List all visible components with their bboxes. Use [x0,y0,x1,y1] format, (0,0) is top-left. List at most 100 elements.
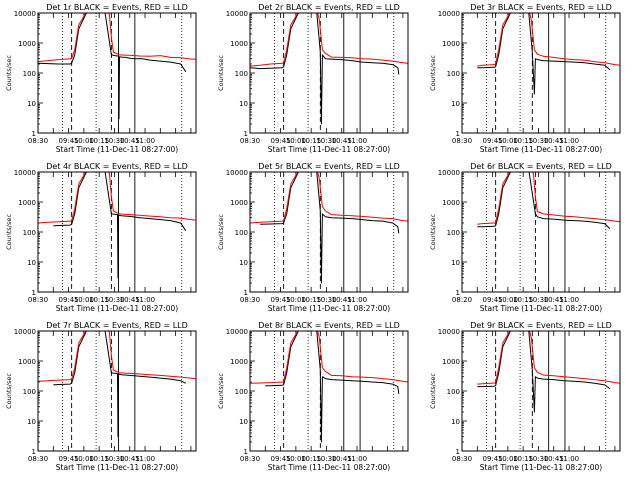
y-tick-label: 10 [239,100,248,108]
y-tick-label: 1 [456,289,460,297]
x-tick-label: 10:45 [120,137,140,145]
y-tick-label: 100 [235,229,248,237]
panel-title: Det 1r BLACK = Events, RED = LLD [46,3,188,12]
y-tick-label: 10 [239,259,248,267]
y-tick-label: 100 [23,70,36,78]
y-tick-label: 10 [27,259,36,267]
detector-panel: 1 10 100 1000 10000 08:30 09:4510:0010:1510:30… [5,321,197,472]
x-tick-label: 10:30 [104,296,124,304]
plot-frame [37,171,197,293]
x-tick-label: 11:00 [347,137,367,145]
y-tick-label: 100 [447,229,460,237]
events-series-line [250,13,400,125]
plot-frame [461,12,621,134]
lld-series-line [250,331,408,384]
panel-title: Det 9r BLACK = Events, RED = LLD [470,321,612,330]
y-tick-label: 10 [27,418,36,426]
detector-panel: 1 10 100 1000 10000 08:30 09:4510:0010:1510:30… [5,162,197,313]
lld-series-line [250,172,408,224]
y-tick-label: 10000 [438,169,460,177]
y-tick-label: 1000 [230,40,248,48]
y-tick-label: 10 [27,100,36,108]
x-tick-label: 10:00 [286,137,306,145]
y-axis-label: Counts/sec [5,55,13,91]
detector-panel: 1 10 100 1000 10000 08:30 09:4510:0010:1510:30… [429,321,621,472]
x-tick-label: 10:30 [316,296,336,304]
x-tick-label: 10:00 [286,296,306,304]
lld-series-line [38,13,196,63]
x-tick-label: 09:45 [270,455,290,463]
plot-frame [249,171,409,293]
y-tick-label: 100 [235,388,248,396]
detector-panel: 1 10 100 1000 10000 08:30 09:4510:0010:1510:30… [217,3,409,154]
x-tick-label: 11:00 [559,137,579,145]
x-axis-label: Start Time (11-Dec-11 08:27:00) [56,463,178,472]
events-series-line [38,13,187,120]
x-tick-label: 11:00 [347,296,367,304]
y-tick-label: 10000 [14,10,36,18]
x-tick-label: 10:00 [74,137,94,145]
x-tick-label: 10:45 [120,296,140,304]
x-tick-label: 10:15 [513,296,533,304]
x-tick-label: 11:00 [135,296,155,304]
detector-panel: 1 10 100 1000 10000 08:30 09:4510:0010:1510:30… [217,162,409,313]
events-series-line [477,172,611,229]
x-tick-label: 10:00 [498,455,518,463]
y-tick-label: 1 [456,448,460,456]
y-tick-label: 1 [244,289,248,297]
x-tick-label: 10:00 [74,296,94,304]
y-tick-label: 1000 [18,199,36,207]
events-series-line [260,172,400,284]
x-tick-label: 10:30 [528,137,548,145]
y-tick-label: 1 [32,448,36,456]
y-tick-label: 1000 [230,358,248,366]
x-tick-label: 10:45 [544,296,564,304]
y-tick-label: 1000 [442,199,460,207]
y-axis-label: Counts/sec [5,373,13,409]
x-tick-label: 09:45 [58,137,78,145]
y-tick-label: 1 [244,130,248,138]
x-tick-label: 10:45 [544,455,564,463]
y-tick-label: 10 [451,259,460,267]
plot-frame [249,330,409,452]
x-axis-label: Start Time (11-Dec-11 08:27:00) [480,304,602,313]
x-tick-label: 08:30 [28,455,48,463]
y-tick-label: 100 [447,70,460,78]
y-tick-label: 10000 [14,169,36,177]
x-axis-label: Start Time (11-Dec-11 08:27:00) [56,304,178,313]
x-axis-label: Start Time (11-Dec-11 08:27:00) [56,145,178,154]
x-tick-label: 10:15 [513,455,533,463]
x-tick-label: 10:15 [89,296,109,304]
x-tick-label: 10:15 [301,455,321,463]
x-axis-label: Start Time (11-Dec-11 08:27:00) [480,145,602,154]
x-tick-label: 10:00 [286,455,306,463]
panel-title: Det 2r BLACK = Events, RED = LLD [258,3,400,12]
x-axis-label: Start Time (11-Dec-11 08:27:00) [268,145,390,154]
y-tick-label: 1000 [18,358,36,366]
x-tick-label: 09:45 [270,296,290,304]
y-tick-label: 1000 [442,40,460,48]
x-tick-label: 08:30 [240,296,260,304]
events-series-line [477,13,611,95]
x-tick-label: 10:15 [301,137,321,145]
lld-series-line [477,13,620,67]
y-axis-label: Counts/sec [429,55,437,91]
panel-title: Det 5r BLACK = Events, RED = LLD [258,162,400,171]
detector-panel: 1 10 100 1000 10000 08:30 09:4510:0010:1510:30… [429,3,621,154]
x-tick-label: 11:00 [135,455,155,463]
x-tick-label: 10:45 [544,137,564,145]
y-tick-label: 10 [239,418,248,426]
y-tick-label: 1 [456,130,460,138]
y-axis-label: Counts/sec [217,214,225,250]
x-tick-label: 10:15 [513,137,533,145]
y-tick-label: 10000 [438,10,460,18]
x-tick-label: 08:30 [452,137,472,145]
y-tick-label: 100 [235,70,248,78]
x-tick-label: 09:45 [270,137,290,145]
x-tick-label: 10:30 [104,137,124,145]
x-tick-label: 10:15 [89,455,109,463]
panel-title: Det 7r BLACK = Events, RED = LLD [46,321,188,330]
x-tick-label: 09:45 [482,455,502,463]
x-tick-label: 08:20 [452,296,472,304]
x-tick-label: 09:45 [482,137,502,145]
